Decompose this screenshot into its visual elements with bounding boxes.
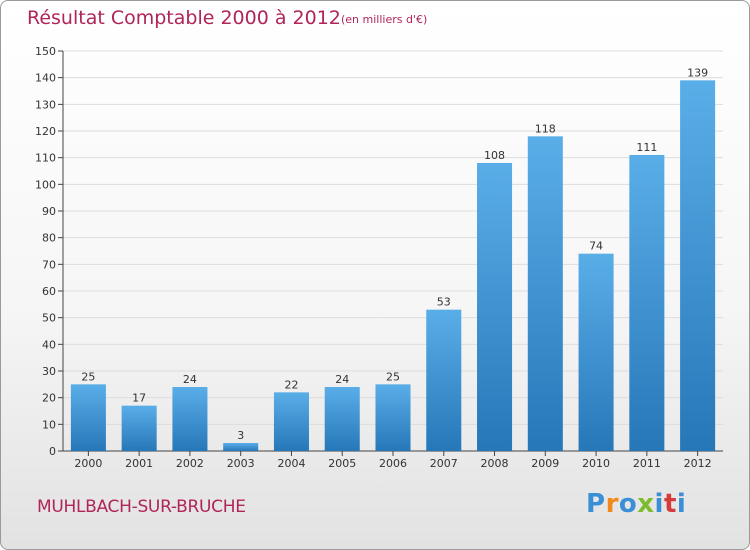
bar-2005 [324, 387, 360, 451]
x-tick-label-2011: 2011 [633, 457, 661, 470]
x-tick-label-2012: 2012 [684, 457, 712, 470]
chart-title: Résultat Comptable 2000 à 2012 [27, 7, 341, 29]
y-tick-label: 100 [35, 178, 56, 191]
data-label-2009: 118 [535, 122, 556, 135]
logo-letter: o [618, 489, 638, 519]
bar-2009 [527, 136, 563, 452]
bar-2010 [578, 253, 614, 451]
x-tick-label-2004: 2004 [277, 457, 305, 470]
bar-2011 [629, 155, 665, 451]
logo-letter: i [654, 489, 664, 519]
bar-2001 [121, 405, 157, 451]
logo-letter: r [605, 489, 619, 519]
data-label-2002: 24 [183, 373, 197, 386]
x-tick-label-2007: 2007 [430, 457, 458, 470]
y-tick-label: 110 [35, 152, 56, 165]
chart-subtitle: (en milliers d'€) [341, 13, 428, 26]
data-label-2001: 17 [132, 392, 146, 405]
y-tick-label: 40 [42, 338, 56, 351]
data-label-2000: 25 [81, 370, 95, 383]
commune-name: MUHLBACH-SUR-BRUCHE [37, 497, 246, 517]
x-tick-label-2003: 2003 [227, 457, 255, 470]
x-tick-label-2008: 2008 [481, 457, 509, 470]
y-tick-label: 0 [49, 445, 56, 458]
data-label-2006: 25 [386, 370, 400, 383]
bar-2000 [70, 384, 106, 451]
x-tick-label-2002: 2002 [176, 457, 204, 470]
gridlines [63, 50, 723, 425]
data-label-2010: 74 [589, 240, 603, 253]
bars [70, 80, 716, 452]
data-label-2012: 139 [687, 66, 708, 79]
proxiti-logo[interactable]: Proxiti [586, 489, 686, 519]
data-label-2003: 3 [237, 429, 244, 442]
x-tick-label-2006: 2006 [379, 457, 407, 470]
y-tick-label: 90 [42, 205, 56, 218]
x-tick-label-2010: 2010 [582, 457, 610, 470]
bar-2012 [680, 80, 716, 451]
data-label-2008: 108 [484, 149, 505, 162]
y-tick-label: 20 [42, 392, 56, 405]
data-label-2011: 111 [636, 141, 657, 154]
bar-2003 [223, 443, 259, 451]
y-tick-label: 10 [42, 418, 56, 431]
y-tick-label: 30 [42, 365, 56, 378]
x-tick-label-2000: 2000 [74, 457, 102, 470]
logo-letter: t [663, 489, 677, 519]
bar-2007 [426, 309, 462, 451]
data-labels: 25 17 24 3 22 24 25 53 108 118 74 111 139 [81, 66, 708, 442]
logo-letter: i [676, 489, 687, 519]
y-tick-label: 130 [35, 98, 56, 111]
y-tick-label: 150 [35, 45, 56, 58]
y-tick-label: 140 [35, 72, 56, 85]
x-tick-label-2005: 2005 [328, 457, 356, 470]
y-tick-label: 50 [42, 312, 56, 325]
y-tick-label: 60 [42, 285, 56, 298]
logo-letter: P [586, 489, 606, 519]
x-tick-label-2001: 2001 [125, 457, 153, 470]
bar-2002 [172, 387, 208, 451]
bar-2008 [477, 163, 513, 451]
data-label-2005: 24 [335, 373, 349, 386]
x-tick-label-2009: 2009 [531, 457, 559, 470]
data-label-2007: 53 [437, 296, 451, 309]
y-tick-label: 80 [42, 232, 56, 245]
data-label-2004: 22 [284, 378, 298, 391]
bar-2006 [375, 384, 411, 451]
y-tick-label: 120 [35, 125, 56, 138]
y-tick-label: 70 [42, 258, 56, 271]
logo-letter: x [637, 489, 655, 519]
bar-2004 [273, 392, 309, 451]
